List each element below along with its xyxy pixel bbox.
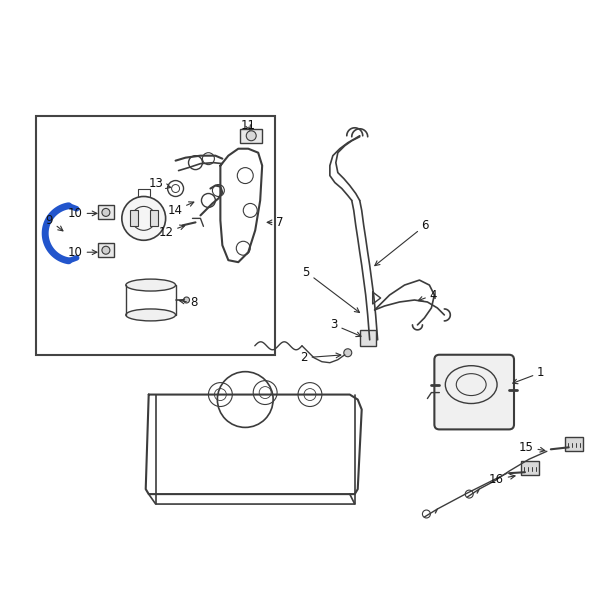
- Bar: [130, 211, 138, 226]
- Text: 4: 4: [418, 289, 437, 302]
- Text: 11: 11: [241, 119, 256, 133]
- Circle shape: [122, 196, 166, 240]
- Text: 14: 14: [167, 202, 194, 217]
- Circle shape: [246, 131, 256, 141]
- Text: 6: 6: [375, 219, 429, 266]
- Text: 13: 13: [149, 177, 171, 190]
- Bar: [521, 461, 539, 475]
- Text: 1: 1: [513, 366, 544, 384]
- Text: 15: 15: [519, 441, 545, 454]
- Bar: [98, 243, 114, 257]
- FancyBboxPatch shape: [434, 355, 514, 430]
- Ellipse shape: [126, 309, 176, 321]
- Text: 9: 9: [46, 214, 63, 231]
- Circle shape: [184, 297, 190, 303]
- Text: 12: 12: [158, 225, 185, 239]
- Text: 10: 10: [68, 207, 97, 220]
- Bar: [36, 116, 275, 355]
- Text: 2: 2: [301, 351, 341, 364]
- Text: 10: 10: [68, 246, 97, 259]
- Bar: [240, 129, 262, 143]
- Circle shape: [344, 349, 352, 357]
- Text: 16: 16: [489, 473, 515, 485]
- Bar: [565, 437, 583, 451]
- Circle shape: [102, 246, 110, 254]
- Text: 3: 3: [331, 319, 361, 337]
- Circle shape: [102, 208, 110, 217]
- Bar: [149, 211, 158, 226]
- Bar: [360, 330, 376, 346]
- Bar: [98, 205, 114, 220]
- Text: 7: 7: [267, 216, 284, 229]
- Ellipse shape: [126, 279, 176, 291]
- Text: 5: 5: [302, 266, 359, 313]
- Text: 8: 8: [179, 296, 198, 310]
